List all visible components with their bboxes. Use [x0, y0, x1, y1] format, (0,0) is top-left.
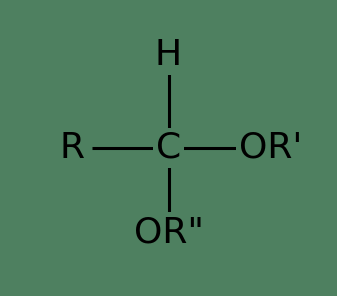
Text: H: H — [155, 38, 182, 72]
Text: OR': OR' — [239, 131, 302, 165]
Text: C: C — [156, 131, 181, 165]
Text: OR": OR" — [133, 215, 204, 249]
Text: R: R — [60, 131, 85, 165]
